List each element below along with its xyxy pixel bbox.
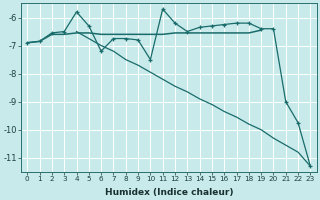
X-axis label: Humidex (Indice chaleur): Humidex (Indice chaleur) xyxy=(105,188,233,197)
